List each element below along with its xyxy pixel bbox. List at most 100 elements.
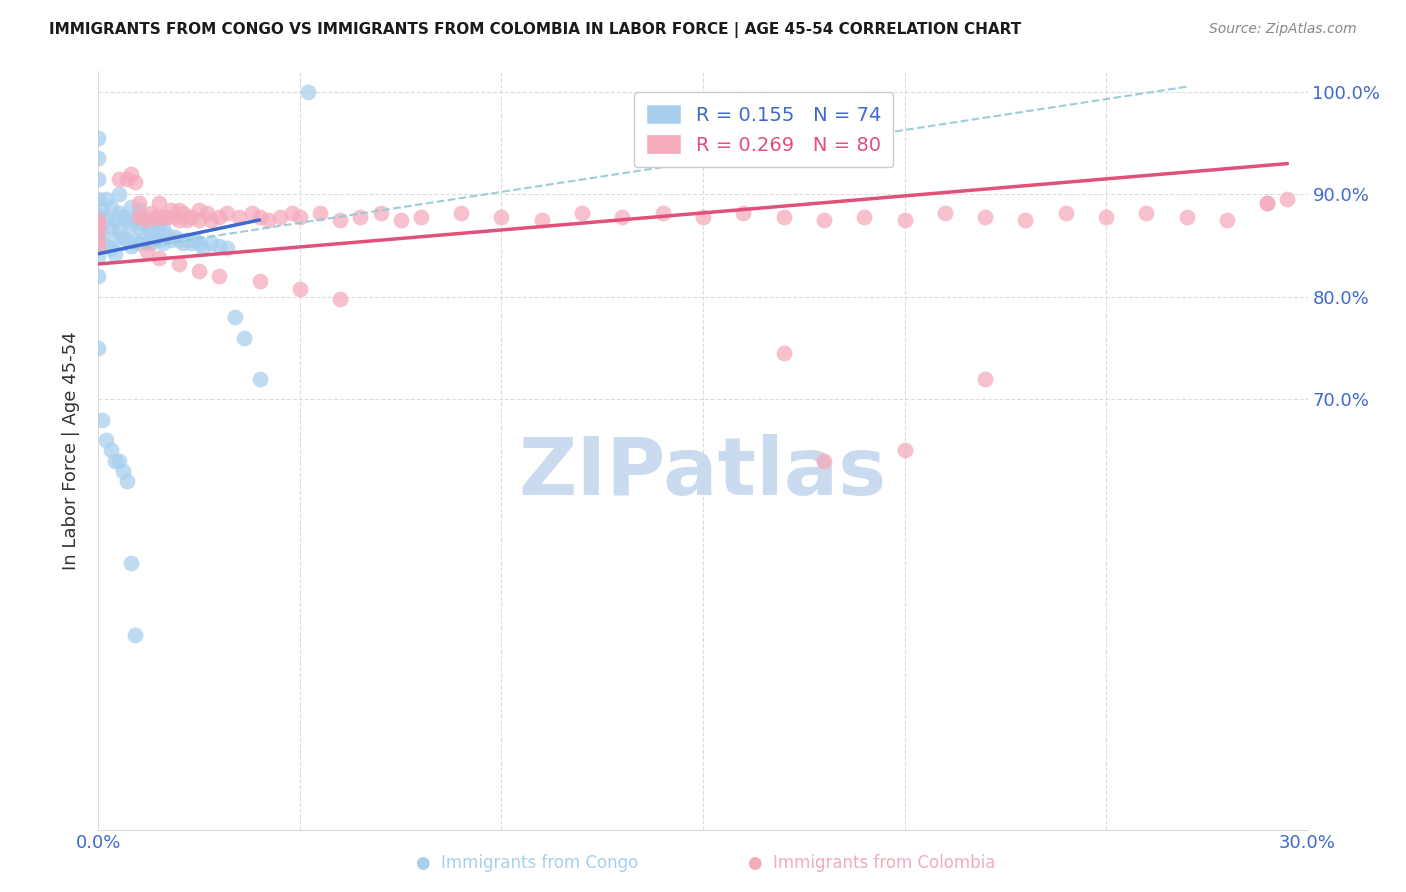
Point <box>269 210 291 224</box>
Point <box>297 85 319 99</box>
Point <box>256 213 278 227</box>
Point <box>530 213 553 227</box>
Point <box>115 234 138 248</box>
Point <box>100 200 122 214</box>
Point <box>107 453 129 467</box>
Point <box>152 220 174 235</box>
Point <box>100 241 122 255</box>
Point <box>120 556 142 570</box>
Point <box>813 453 835 467</box>
Point <box>249 274 271 288</box>
Point <box>288 282 311 296</box>
Point <box>389 213 412 227</box>
Point <box>148 216 170 230</box>
Point <box>120 167 142 181</box>
Point <box>87 213 110 227</box>
Point <box>107 206 129 220</box>
Point <box>87 234 110 248</box>
Point <box>200 213 222 227</box>
Point <box>200 236 222 251</box>
Point <box>1216 213 1239 227</box>
Point <box>124 175 146 189</box>
Point <box>100 220 122 235</box>
Point <box>813 213 835 227</box>
Point <box>115 172 138 186</box>
Point <box>188 213 211 227</box>
Point <box>180 210 202 224</box>
Point <box>188 236 211 251</box>
Point <box>87 208 110 222</box>
Point <box>135 213 157 227</box>
Point <box>1014 213 1036 227</box>
Point <box>249 210 271 224</box>
Point <box>208 269 231 284</box>
Point <box>1135 206 1157 220</box>
Point <box>893 213 915 227</box>
Point <box>148 234 170 248</box>
Point <box>450 206 472 220</box>
Point <box>733 206 755 220</box>
Point <box>195 206 218 220</box>
Point <box>120 200 142 214</box>
Point <box>167 213 190 227</box>
Point <box>103 246 125 260</box>
Point <box>120 238 142 252</box>
Point <box>163 210 186 224</box>
Point <box>135 236 157 251</box>
Point <box>148 195 170 210</box>
Point <box>160 202 183 217</box>
Text: Source: ZipAtlas.com: Source: ZipAtlas.com <box>1209 22 1357 37</box>
Point <box>160 234 183 248</box>
Text: ●  Immigrants from Congo: ● Immigrants from Congo <box>416 855 638 872</box>
Point <box>1277 193 1299 207</box>
Point <box>87 269 110 284</box>
Point <box>217 241 239 255</box>
Point <box>176 213 198 227</box>
Text: IMMIGRANTS FROM CONGO VS IMMIGRANTS FROM COLOMBIA IN LABOR FORCE | AGE 45-54 COR: IMMIGRANTS FROM CONGO VS IMMIGRANTS FROM… <box>49 22 1022 38</box>
Point <box>91 226 114 240</box>
Point <box>111 230 134 244</box>
Point <box>167 257 190 271</box>
Point <box>111 464 134 478</box>
Point <box>974 372 997 386</box>
Point <box>132 216 155 230</box>
Point <box>135 244 157 258</box>
Point <box>103 234 125 248</box>
Point <box>143 210 166 224</box>
Point <box>124 213 146 227</box>
Point <box>87 218 110 232</box>
Point <box>228 210 250 224</box>
Point <box>571 206 593 220</box>
Point <box>87 241 110 255</box>
Point <box>893 443 915 458</box>
Point <box>184 234 207 248</box>
Point <box>692 210 714 224</box>
Point <box>224 310 246 325</box>
Point <box>491 210 513 224</box>
Point <box>193 241 215 255</box>
Point <box>96 434 118 448</box>
Point <box>934 206 956 220</box>
Point <box>124 628 146 642</box>
Point <box>124 234 146 248</box>
Point <box>87 131 110 145</box>
Point <box>87 249 110 263</box>
Point <box>107 223 129 237</box>
Point <box>87 152 110 166</box>
Point <box>87 193 110 207</box>
Point <box>217 206 239 220</box>
Point <box>87 234 110 248</box>
Point <box>1256 195 1278 210</box>
Point <box>156 228 179 243</box>
Point <box>163 230 186 244</box>
Point <box>208 238 231 252</box>
Point <box>91 413 114 427</box>
Point <box>128 236 150 251</box>
Point <box>87 223 110 237</box>
Point <box>651 206 673 220</box>
Point <box>87 213 110 227</box>
Point <box>152 236 174 251</box>
Point <box>1175 210 1198 224</box>
Text: ●  Immigrants from Colombia: ● Immigrants from Colombia <box>748 855 995 872</box>
Point <box>87 228 110 243</box>
